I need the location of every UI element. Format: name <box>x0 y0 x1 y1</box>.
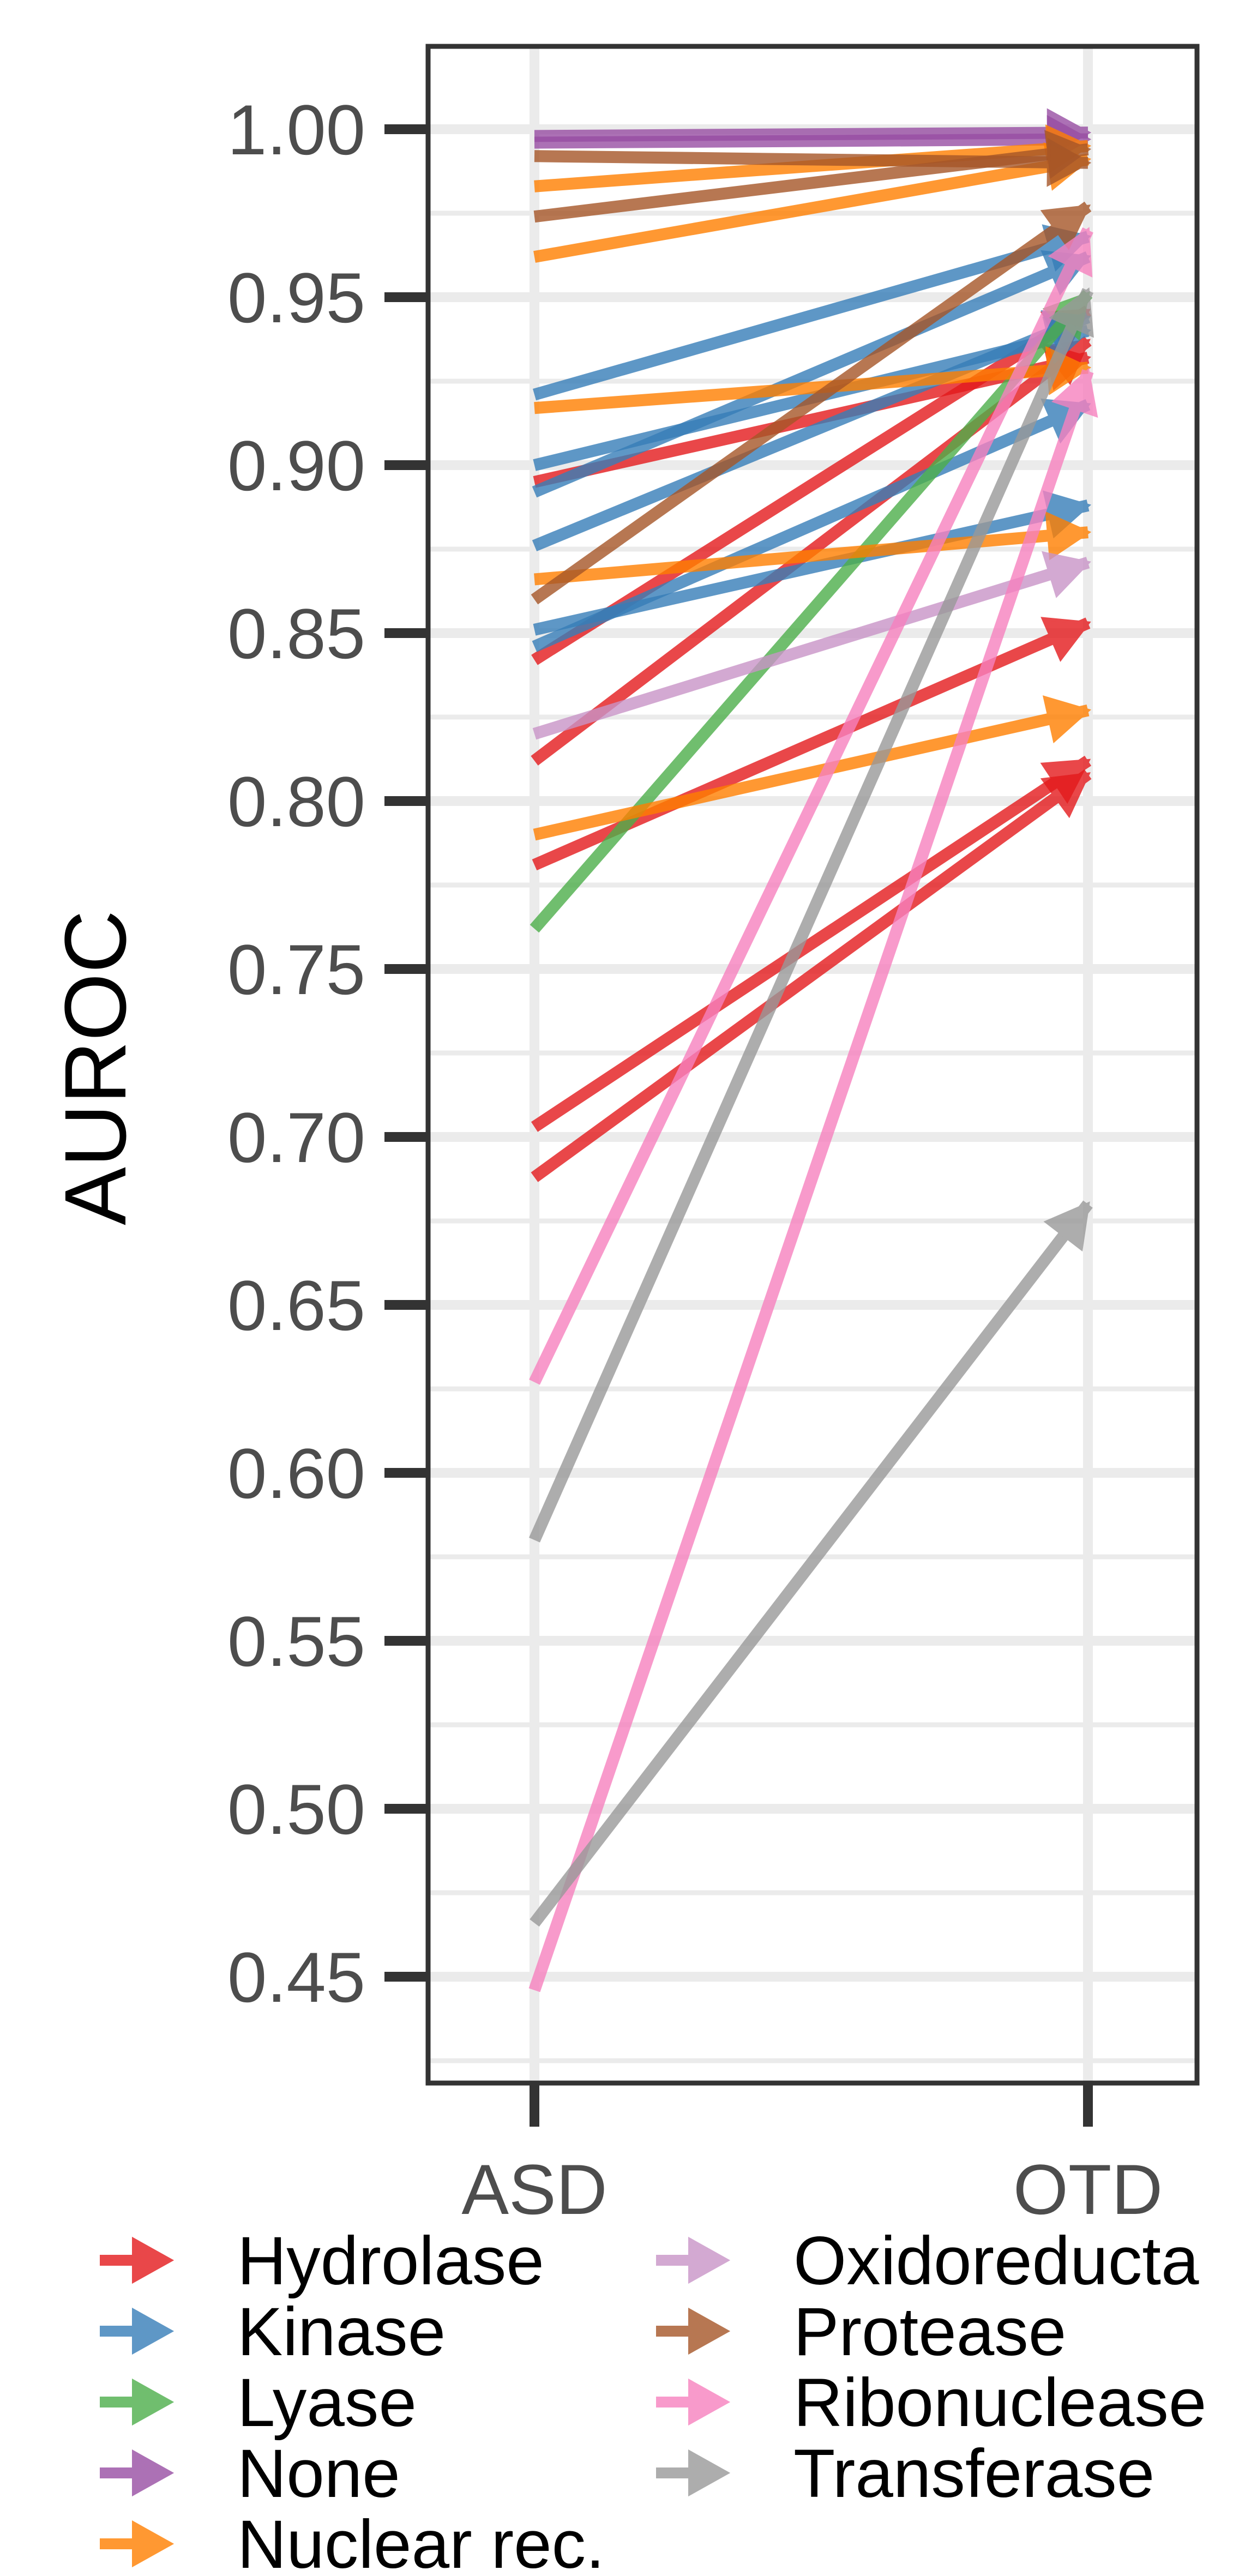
series-line-kinase-9 <box>532 310 1091 552</box>
y-tick-label: 0.70 <box>227 1098 365 1177</box>
legend-label: Lyase <box>237 2365 417 2441</box>
series-line-oxidoreducta-20 <box>532 551 1091 740</box>
legend-key-arrow <box>656 2236 731 2284</box>
y-tick-label: 0.60 <box>227 1434 365 1513</box>
legend-label: Oxidoreducta <box>793 2223 1199 2299</box>
legend-label: None <box>237 2436 400 2512</box>
legend-label: Ribonuclease <box>793 2365 1206 2441</box>
legend-item-transferase: Transferase <box>656 2436 1154 2512</box>
series-line-hydrolase-1 <box>531 769 1092 1182</box>
legend-item-kinase: Kinase <box>100 2294 446 2370</box>
y-tick-label: 0.50 <box>227 1770 365 1849</box>
series-line-nuclear-rec--18 <box>534 511 1092 586</box>
legend-label: Kinase <box>237 2294 446 2370</box>
legend-key-arrow <box>100 2378 175 2426</box>
legend-item-nuclear-rec: Nuclear rec. <box>100 2507 605 2576</box>
panel-border <box>425 44 1200 2086</box>
series-line-transferase-26 <box>528 287 1094 1543</box>
y-tick-label: 0.45 <box>227 1937 365 2017</box>
legend-item-none: None <box>100 2436 400 2512</box>
series-line-ribonuclease-25 <box>528 368 1098 1993</box>
y-axis-title: AUROC <box>46 910 144 1225</box>
legend-label: Hydrolase <box>237 2223 544 2299</box>
legend-item-ribonuclease: Ribonuclease <box>656 2365 1206 2441</box>
legend-item-lyase: Lyase <box>100 2365 417 2441</box>
legend-key-arrow <box>100 2520 175 2568</box>
series-line-protease-23 <box>531 201 1092 605</box>
legend-item-hydrolase: Hydrolase <box>100 2223 544 2299</box>
series-line-nuclear-rec--19 <box>533 695 1092 841</box>
legend-item-oxidoreducta: Oxidoreducta <box>656 2223 1199 2299</box>
legend-key-arrow <box>656 2307 731 2355</box>
legend-key-arrow <box>100 2449 175 2497</box>
y-tick-label: 1.00 <box>227 90 365 170</box>
y-tick-label: 0.75 <box>227 930 365 1009</box>
y-tick-label: 0.80 <box>227 762 365 841</box>
legend-label: Transferase <box>793 2436 1154 2512</box>
series-line-transferase-27 <box>530 1200 1093 1927</box>
axes: 0.45 0.50 0.55 0.60 0.65 0.70 0.75 0.80 0.85 0.90… <box>227 44 1200 2229</box>
legend-key-arrow <box>100 2236 175 2284</box>
y-tick-label: 0.95 <box>227 258 365 338</box>
series-line-ribonuclease-24 <box>529 227 1093 1385</box>
y-tick-label: 0.85 <box>227 594 365 673</box>
series-group <box>528 108 1098 1993</box>
legend-item-protease: Protease <box>656 2294 1066 2370</box>
legend-label: Nuclear rec. <box>237 2507 605 2576</box>
y-tick-label: 0.90 <box>227 426 365 505</box>
x-tick-label-otd: OTD <box>1013 2150 1163 2229</box>
legend-key-arrow <box>656 2378 731 2426</box>
y-tick-label: 0.65 <box>227 1266 365 1345</box>
legend-key-arrow <box>656 2449 731 2497</box>
series-line-protease-22 <box>534 137 1092 187</box>
legend-label: Protease <box>793 2294 1066 2370</box>
legend-key-arrow <box>100 2307 175 2355</box>
x-tick-label-asd: ASD <box>461 2150 607 2229</box>
y-tick-label: 0.55 <box>227 1602 365 1681</box>
